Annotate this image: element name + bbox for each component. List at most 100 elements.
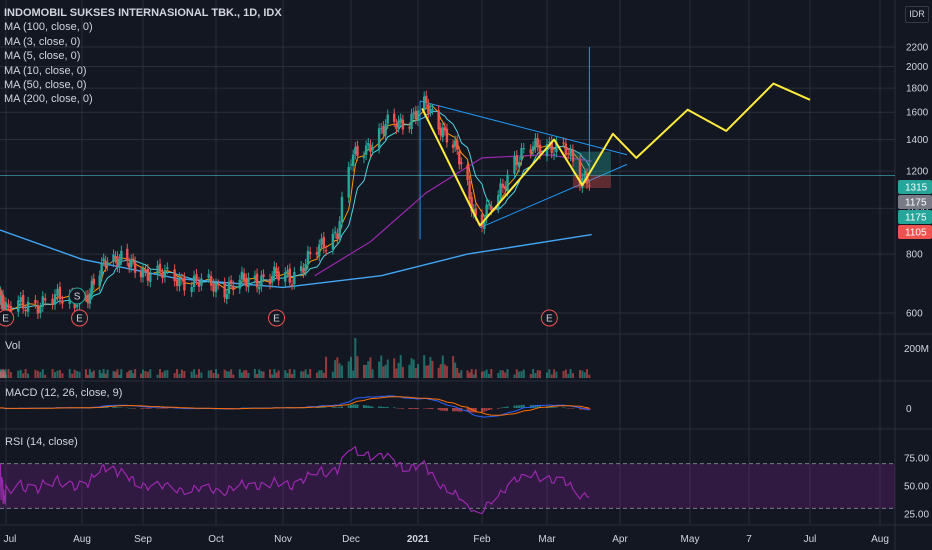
candle-body (387, 115, 389, 124)
volume-bar (309, 369, 311, 378)
volume-bar (245, 370, 247, 378)
volume-bar (101, 373, 103, 378)
macd-hist-bar (518, 405, 520, 408)
legend-ma-200[interactable]: MA (200, close, 0) (4, 92, 282, 106)
macd-hist-bar (507, 406, 509, 408)
price-tick-label-3: 1200 (906, 167, 929, 178)
rsi-tick-label-2: 25.00 (904, 510, 929, 521)
x-tick-label-9: Apr (612, 534, 628, 545)
candle-body (400, 118, 402, 120)
candle-body (553, 154, 555, 155)
macd-hist-bar (490, 408, 492, 409)
volume-bar (518, 372, 520, 378)
candle-body (454, 141, 456, 147)
candle-body (24, 310, 26, 312)
candle-body (132, 259, 134, 260)
candle-body (456, 140, 458, 149)
macd-hist-bar (166, 408, 168, 409)
volume-bar (289, 369, 291, 378)
candle-body (352, 155, 354, 166)
volume-bar (159, 369, 161, 378)
volume-bar (99, 370, 101, 378)
price-badge-label-1: 1175 (905, 198, 927, 209)
macd-hist-bar (500, 408, 502, 409)
macd-hist-bar (514, 406, 516, 408)
candle-body (338, 221, 340, 237)
volume-bar (293, 370, 295, 378)
volume-bar (179, 374, 181, 378)
event-marker-label-0: E (2, 314, 9, 325)
macd-hist-bar (486, 408, 488, 411)
macd-hist-bar (126, 408, 128, 409)
candle-body (539, 145, 541, 154)
volume-bar (196, 375, 198, 378)
volume-bar (367, 361, 369, 378)
price-badge-label-3: 1105 (905, 228, 927, 239)
volume-bar (471, 369, 473, 378)
volume-bar (256, 374, 258, 378)
candle-body (367, 143, 369, 145)
macd-hist-bar (555, 407, 557, 408)
candle-body (181, 279, 183, 280)
candle-body (532, 146, 534, 151)
candle-body (583, 174, 585, 177)
volume-bar (271, 374, 273, 378)
volume-bar (534, 373, 536, 378)
candle-body (22, 295, 24, 308)
candle-body (17, 300, 19, 311)
volume-bar (42, 369, 44, 378)
macd-hist-bar (442, 408, 444, 411)
macd-hist-bar (446, 408, 448, 411)
macd-hist-bar (365, 405, 367, 408)
candle-body (412, 113, 414, 115)
volume-bar (417, 364, 419, 378)
legend-ma-10[interactable]: MA (10, close, 0) (4, 64, 282, 78)
volume-bar (287, 373, 289, 378)
volume-bar (456, 368, 458, 378)
volume-bar (497, 373, 499, 378)
macd-hist-bar (413, 408, 415, 409)
candle-body (183, 277, 185, 290)
macd-hist-bar (520, 405, 522, 408)
volume-bar (548, 369, 550, 378)
rsi-pane-label[interactable]: RSI (14, close) (5, 436, 78, 448)
price-tick-label-5: 1600 (906, 108, 929, 119)
macd-hist-bar (107, 407, 109, 408)
candle-body (350, 164, 352, 165)
candle-body (565, 143, 567, 155)
candle-body (304, 264, 306, 271)
macd-hist-bar (553, 407, 555, 408)
candle-body (458, 151, 460, 164)
candle-body (431, 109, 433, 110)
x-tick-label-6: 2021 (407, 534, 430, 545)
legend-ma-3[interactable]: MA (3, close, 0) (4, 35, 282, 49)
candle-body (562, 142, 564, 143)
volume-bar (532, 369, 534, 378)
legend-ma-50[interactable]: MA (50, close, 0) (4, 78, 282, 92)
candle-body (7, 304, 9, 307)
macd-hist-bar (348, 406, 350, 408)
volume-pane-label[interactable]: Vol (5, 340, 20, 352)
currency-label[interactable]: IDR (905, 6, 929, 23)
volume-bar (263, 372, 265, 378)
volume-bar (258, 370, 260, 378)
x-tick-label-10: May (681, 534, 700, 545)
price-tick-label-1: 800 (906, 250, 923, 261)
volume-bar (87, 375, 89, 378)
macd-hist-bar (385, 407, 387, 408)
macd-hist-bar (454, 408, 456, 411)
x-tick-label-13: Aug (871, 534, 889, 545)
price-tick-label-8: 2200 (906, 43, 929, 54)
event-marker-label-3: E (273, 314, 280, 325)
macd-pane-label[interactable]: MACD (12, 26, close, 9) (5, 387, 122, 399)
volume-bar (226, 371, 228, 378)
volume-bar (17, 371, 19, 378)
legend-ma-5[interactable]: MA (5, close, 0) (4, 49, 282, 63)
legend-ma-100[interactable]: MA (100, close, 0) (4, 20, 282, 34)
macd-hist-bar (159, 408, 161, 409)
candle-body (212, 284, 214, 292)
macd-hist-bar (323, 407, 325, 408)
volume-bar (302, 371, 304, 378)
x-tick-label-0: Jul (4, 534, 17, 545)
candle-body (291, 285, 293, 286)
